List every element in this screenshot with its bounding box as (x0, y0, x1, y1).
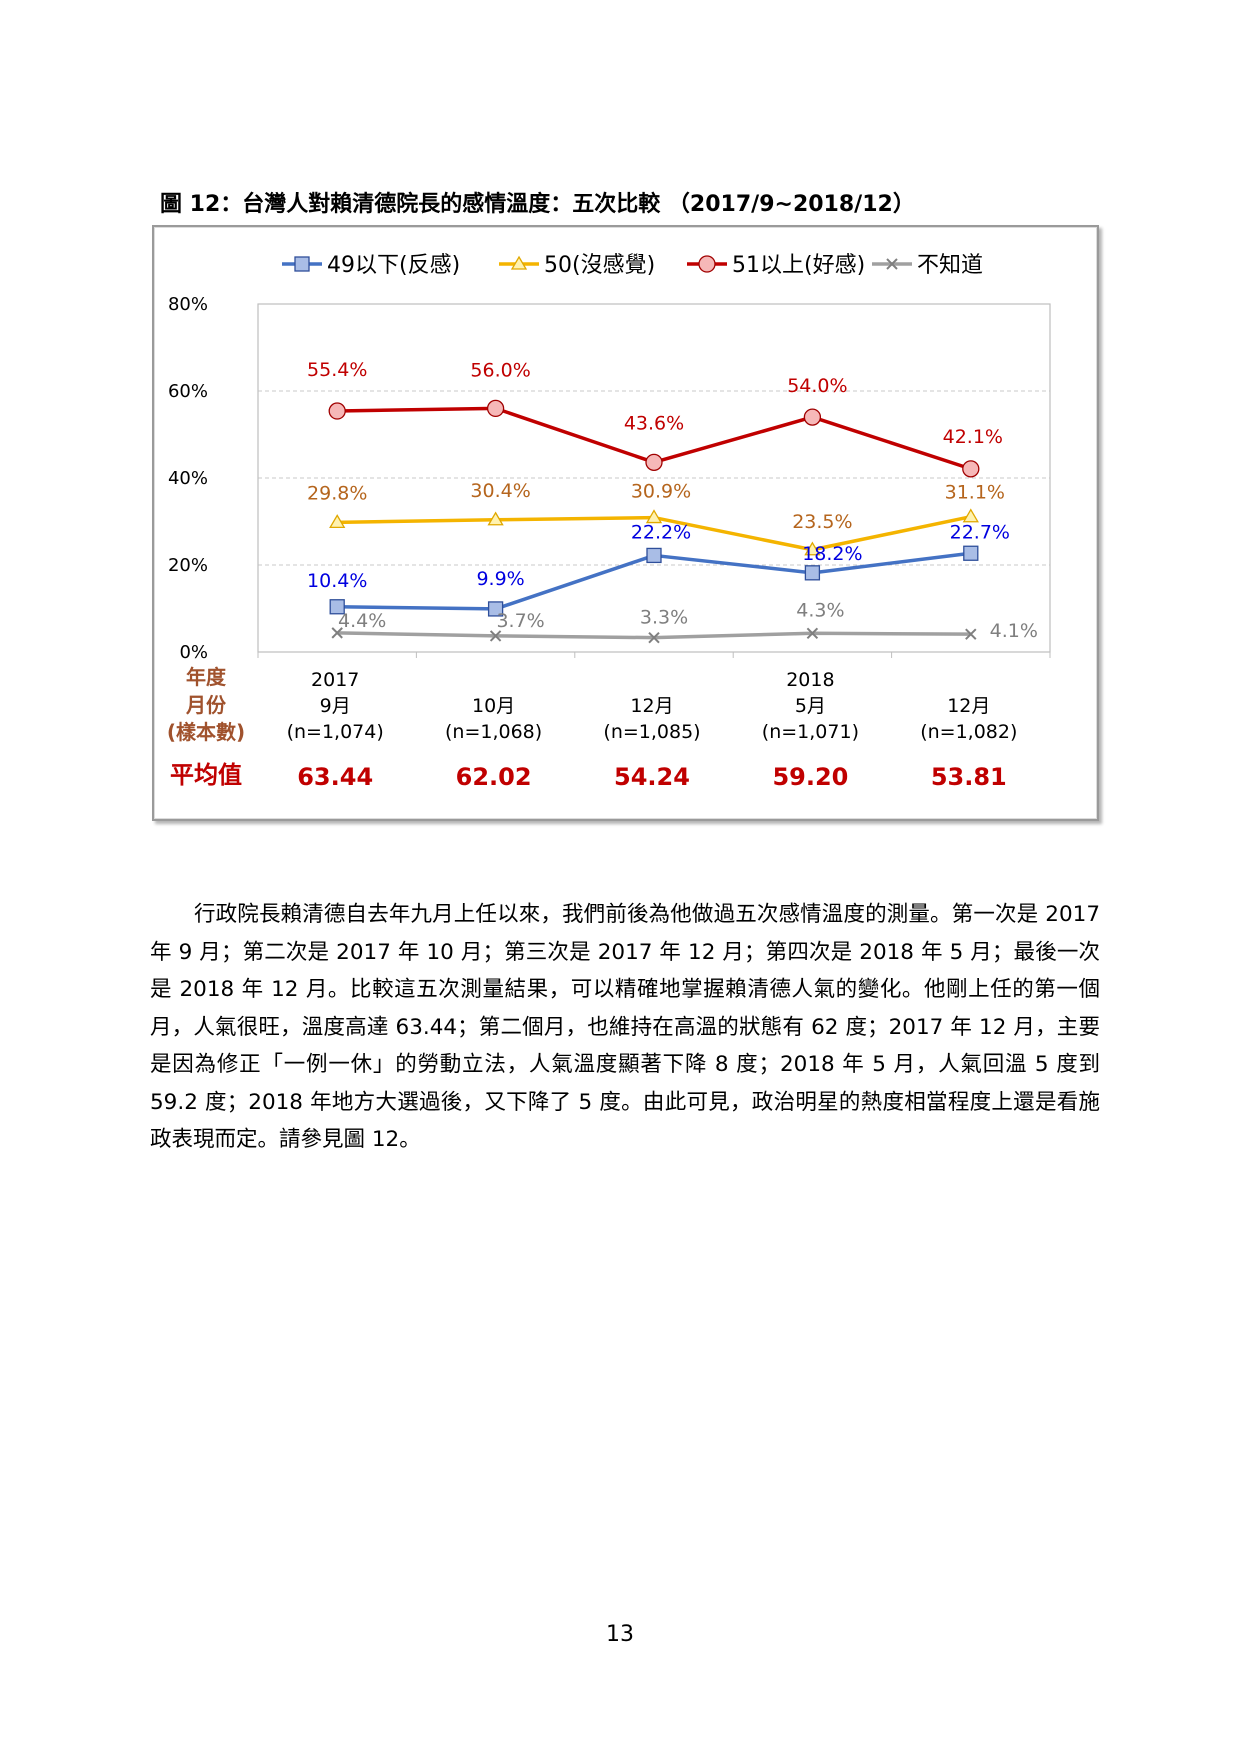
data-label: 30.4% (470, 480, 530, 502)
row-label-month: 月份 (185, 693, 227, 717)
x-sample-label: (n=1,071) (762, 721, 859, 743)
x-average-value: 59.20 (772, 763, 848, 791)
data-point-triangle (510, 255, 528, 270)
data-point-circle (803, 408, 822, 426)
data-label: 9.9% (476, 568, 524, 590)
data-label: 29.8% (307, 482, 367, 504)
y-tick-label: 0% (179, 642, 208, 663)
data-point-x (489, 630, 502, 642)
data-label: 4.3% (796, 599, 844, 621)
data-point-x (806, 627, 819, 640)
data-point-square (646, 547, 662, 564)
page-number: 13 (606, 1622, 634, 1647)
data-label: 22.2% (631, 521, 691, 543)
data-point-square (329, 599, 345, 615)
body-paragraph: 行政院長賴清德自去年九月上任以來，我們前後為他做過五次感情溫度的測量。第一次是 … (150, 902, 1100, 1152)
data-point-circle (698, 255, 716, 273)
data-point-triangle (487, 511, 504, 526)
row-label-sample: (樣本數) (167, 720, 245, 744)
data-point-triangle (962, 508, 979, 523)
x-month-label: 10月 (472, 695, 515, 717)
row-label-year: 年度 (186, 665, 227, 689)
plot-area (257, 303, 1051, 653)
data-label: 30.9% (631, 481, 691, 503)
data-label: 55.4% (307, 359, 367, 381)
chart-legend: 49以下(反感) 50(沒感覺) 51以上(好感) 不知道 (282, 253, 983, 278)
x-sample-label: (n=1,085) (603, 721, 700, 743)
x-average-value: 62.02 (456, 763, 532, 791)
data-label: 23.5% (792, 511, 852, 533)
legend-label: 50(沒感覺) (544, 253, 655, 278)
x-axis-ticks (257, 652, 1051, 658)
data-point-x (648, 631, 660, 644)
data-point-x (886, 258, 898, 270)
y-tick-label: 40% (168, 468, 208, 489)
data-label: 54.0% (787, 375, 847, 397)
data-point-square (487, 601, 504, 617)
data-label: 22.7% (950, 521, 1010, 543)
legend-label: 不知道 (917, 253, 983, 278)
y-tick-label: 80% (168, 294, 208, 315)
data-label: 10.4% (307, 570, 367, 592)
data-point-circle (328, 402, 346, 420)
data-point-triangle (329, 514, 346, 529)
y-tick-label: 20% (168, 555, 208, 576)
data-label: 42.1% (943, 426, 1003, 448)
data-point-square (294, 256, 310, 272)
x-month-label: 12月 (947, 695, 990, 717)
data-label: 56.0% (470, 359, 530, 381)
data-point-circle (645, 453, 663, 471)
legend-label: 49以下(反感) (327, 253, 460, 278)
figure-title: 圖 12：台灣人對賴清德院長的感情溫度：五次比較 （2017/9~2018/12… (160, 192, 915, 217)
line-chart: 49以下(反感) 50(沒感覺) 51以上(好感) 不知道 0% 20% 40% 60% 80… (167, 253, 1051, 791)
data-labels: 10.4% 9.9% 22.2% 18.2% 22.7% 29.8% 30.4% 30.9% 2… (307, 359, 1038, 642)
chart-grid (258, 390, 1050, 566)
data-label: 3.3% (640, 607, 688, 629)
x-year-label: 2018 (786, 669, 834, 691)
legend-label: 51以上(好感) (732, 253, 865, 278)
x-month-label: 9月 (320, 695, 351, 717)
data-label: 4.1% (990, 620, 1038, 642)
x-sample-label: (n=1,082) (920, 721, 1017, 743)
x-month-label: 12月 (630, 695, 673, 717)
data-point-x (331, 627, 343, 639)
data-point-square (804, 565, 821, 581)
data-point-circle (486, 399, 505, 418)
x-sample-label: (n=1,068) (445, 721, 542, 743)
data-label: 31.1% (945, 482, 1005, 504)
x-average-value: 63.44 (297, 763, 373, 791)
y-axis-ticks: 0% 20% 40% 60% 80% (168, 294, 208, 663)
x-month-label: 5月 (795, 695, 826, 717)
data-point-triangle (804, 541, 821, 556)
row-label-average: 平均值 (170, 761, 242, 789)
x-sample-label: (n=1,074) (287, 721, 384, 743)
data-label: 3.7% (496, 610, 544, 632)
series-markers (328, 399, 980, 644)
data-label: 43.6% (624, 412, 684, 434)
x-average-value: 53.81 (931, 763, 1007, 791)
x-year-label: 2017 (311, 669, 359, 691)
data-point-triangle (645, 509, 663, 524)
data-point-square (963, 545, 979, 561)
data-label: 18.2% (802, 543, 862, 565)
y-tick-label: 60% (168, 381, 208, 402)
data-point-circle (962, 460, 980, 478)
x-average-value: 54.24 (614, 763, 690, 791)
data-point-x (965, 628, 977, 640)
data-label: 4.4% (338, 610, 386, 632)
